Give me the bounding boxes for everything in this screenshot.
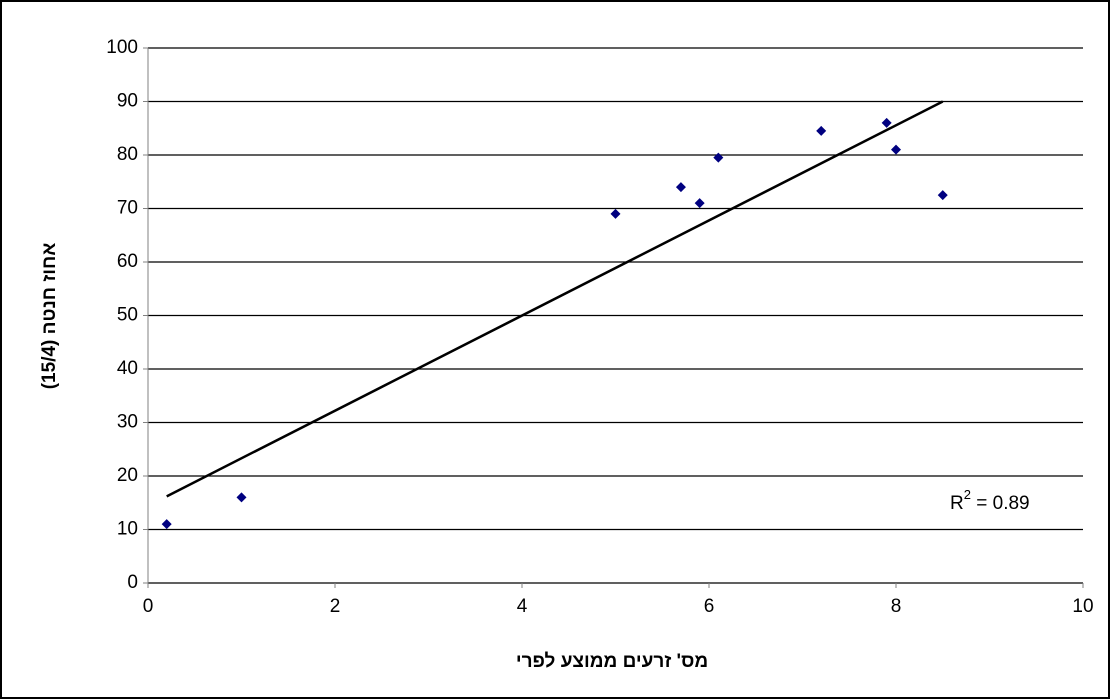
y-tick-label: 30 (117, 412, 138, 433)
x-axis-label: מס' זרעים ממוצע לפרי (516, 651, 708, 672)
data-point (891, 144, 901, 155)
y-tick-label: 50 (117, 305, 138, 326)
data-point (881, 117, 892, 128)
data-point (816, 125, 827, 136)
data-point (610, 208, 621, 219)
y-tick-label: 70 (117, 198, 138, 219)
annotation-rest: = 0.89 (971, 493, 1030, 514)
x-tick-label: 4 (517, 596, 528, 617)
x-tick-label: 6 (704, 596, 715, 617)
annotation-sup: 2 (964, 487, 971, 502)
annotation: R2 = 0.89 (950, 487, 1030, 514)
data-point (161, 519, 172, 530)
y-tick-label: 10 (117, 519, 138, 540)
y-tick-label: 40 (117, 358, 138, 379)
data-point (713, 152, 724, 163)
y-tick-label: 20 (117, 465, 138, 486)
y-tick-label: 80 (117, 144, 138, 165)
y-tick-label: 60 (117, 251, 138, 272)
y-tick-label: 0 (127, 572, 138, 593)
data-point (675, 182, 686, 193)
y-axis-label: אחוז חנטה (15/4) (39, 243, 60, 390)
data-point (694, 198, 705, 209)
annotation-base: R (950, 493, 964, 514)
y-tick-label: 90 (117, 91, 138, 112)
x-tick-label: 10 (1072, 596, 1093, 617)
data-point (236, 492, 247, 503)
trendline (166, 100, 944, 498)
x-tick-label: 0 (143, 596, 154, 617)
x-tick-label: 2 (330, 596, 341, 617)
x-tick-label: 8 (891, 596, 902, 617)
y-tick-label: 100 (106, 37, 138, 58)
data-point (937, 190, 948, 201)
